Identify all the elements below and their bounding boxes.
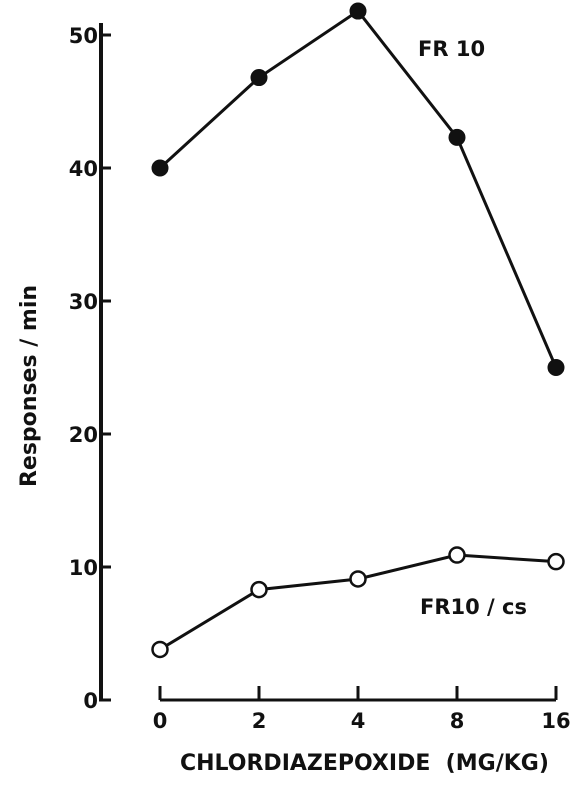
data-point-fr10cs-0 [151, 640, 169, 659]
y-tick-label-0: 0 [83, 689, 98, 713]
y-axis-title: Responses / min [17, 285, 42, 487]
data-point-fr10cs-2 [250, 580, 268, 599]
y-tick-label-50: 50 [69, 24, 98, 48]
x-tick-label-8: 8 [450, 709, 465, 733]
series-label-fr10: FR 10 [418, 37, 485, 61]
data-point-fr10-0 [151, 159, 169, 177]
x-axis-title: CHLORDIAZEPOXIDE (MG/KG) [180, 751, 549, 776]
series-line-fr10 [158, 9, 558, 369]
x-tick-label-4: 4 [351, 709, 366, 733]
x-tick-label-0: 0 [153, 709, 168, 733]
data-point-fr10-2 [250, 69, 268, 87]
series-layer [151, 2, 565, 659]
y-tick-label-40: 40 [69, 157, 98, 181]
x-tick-label-2: 2 [252, 709, 267, 733]
data-point-fr10-8 [448, 128, 466, 146]
series-label-fr10cs: FR10 / cs [420, 595, 527, 619]
x-ticks: 0 2 4 8 16 [153, 686, 571, 733]
data-point-fr10-4 [349, 2, 367, 20]
y-ticks: 0 10 20 30 40 50 [69, 24, 111, 713]
data-point-fr10cs-4 [349, 570, 367, 588]
data-point-fr10-16 [547, 359, 565, 376]
data-point-fr10cs-8 [448, 546, 466, 564]
x-tick-label-16: 16 [541, 709, 570, 733]
y-tick-label-30: 30 [69, 290, 98, 314]
data-point-fr10cs-16 [547, 552, 565, 571]
y-tick-label-10: 10 [69, 556, 98, 580]
y-tick-label-20: 20 [69, 423, 98, 447]
